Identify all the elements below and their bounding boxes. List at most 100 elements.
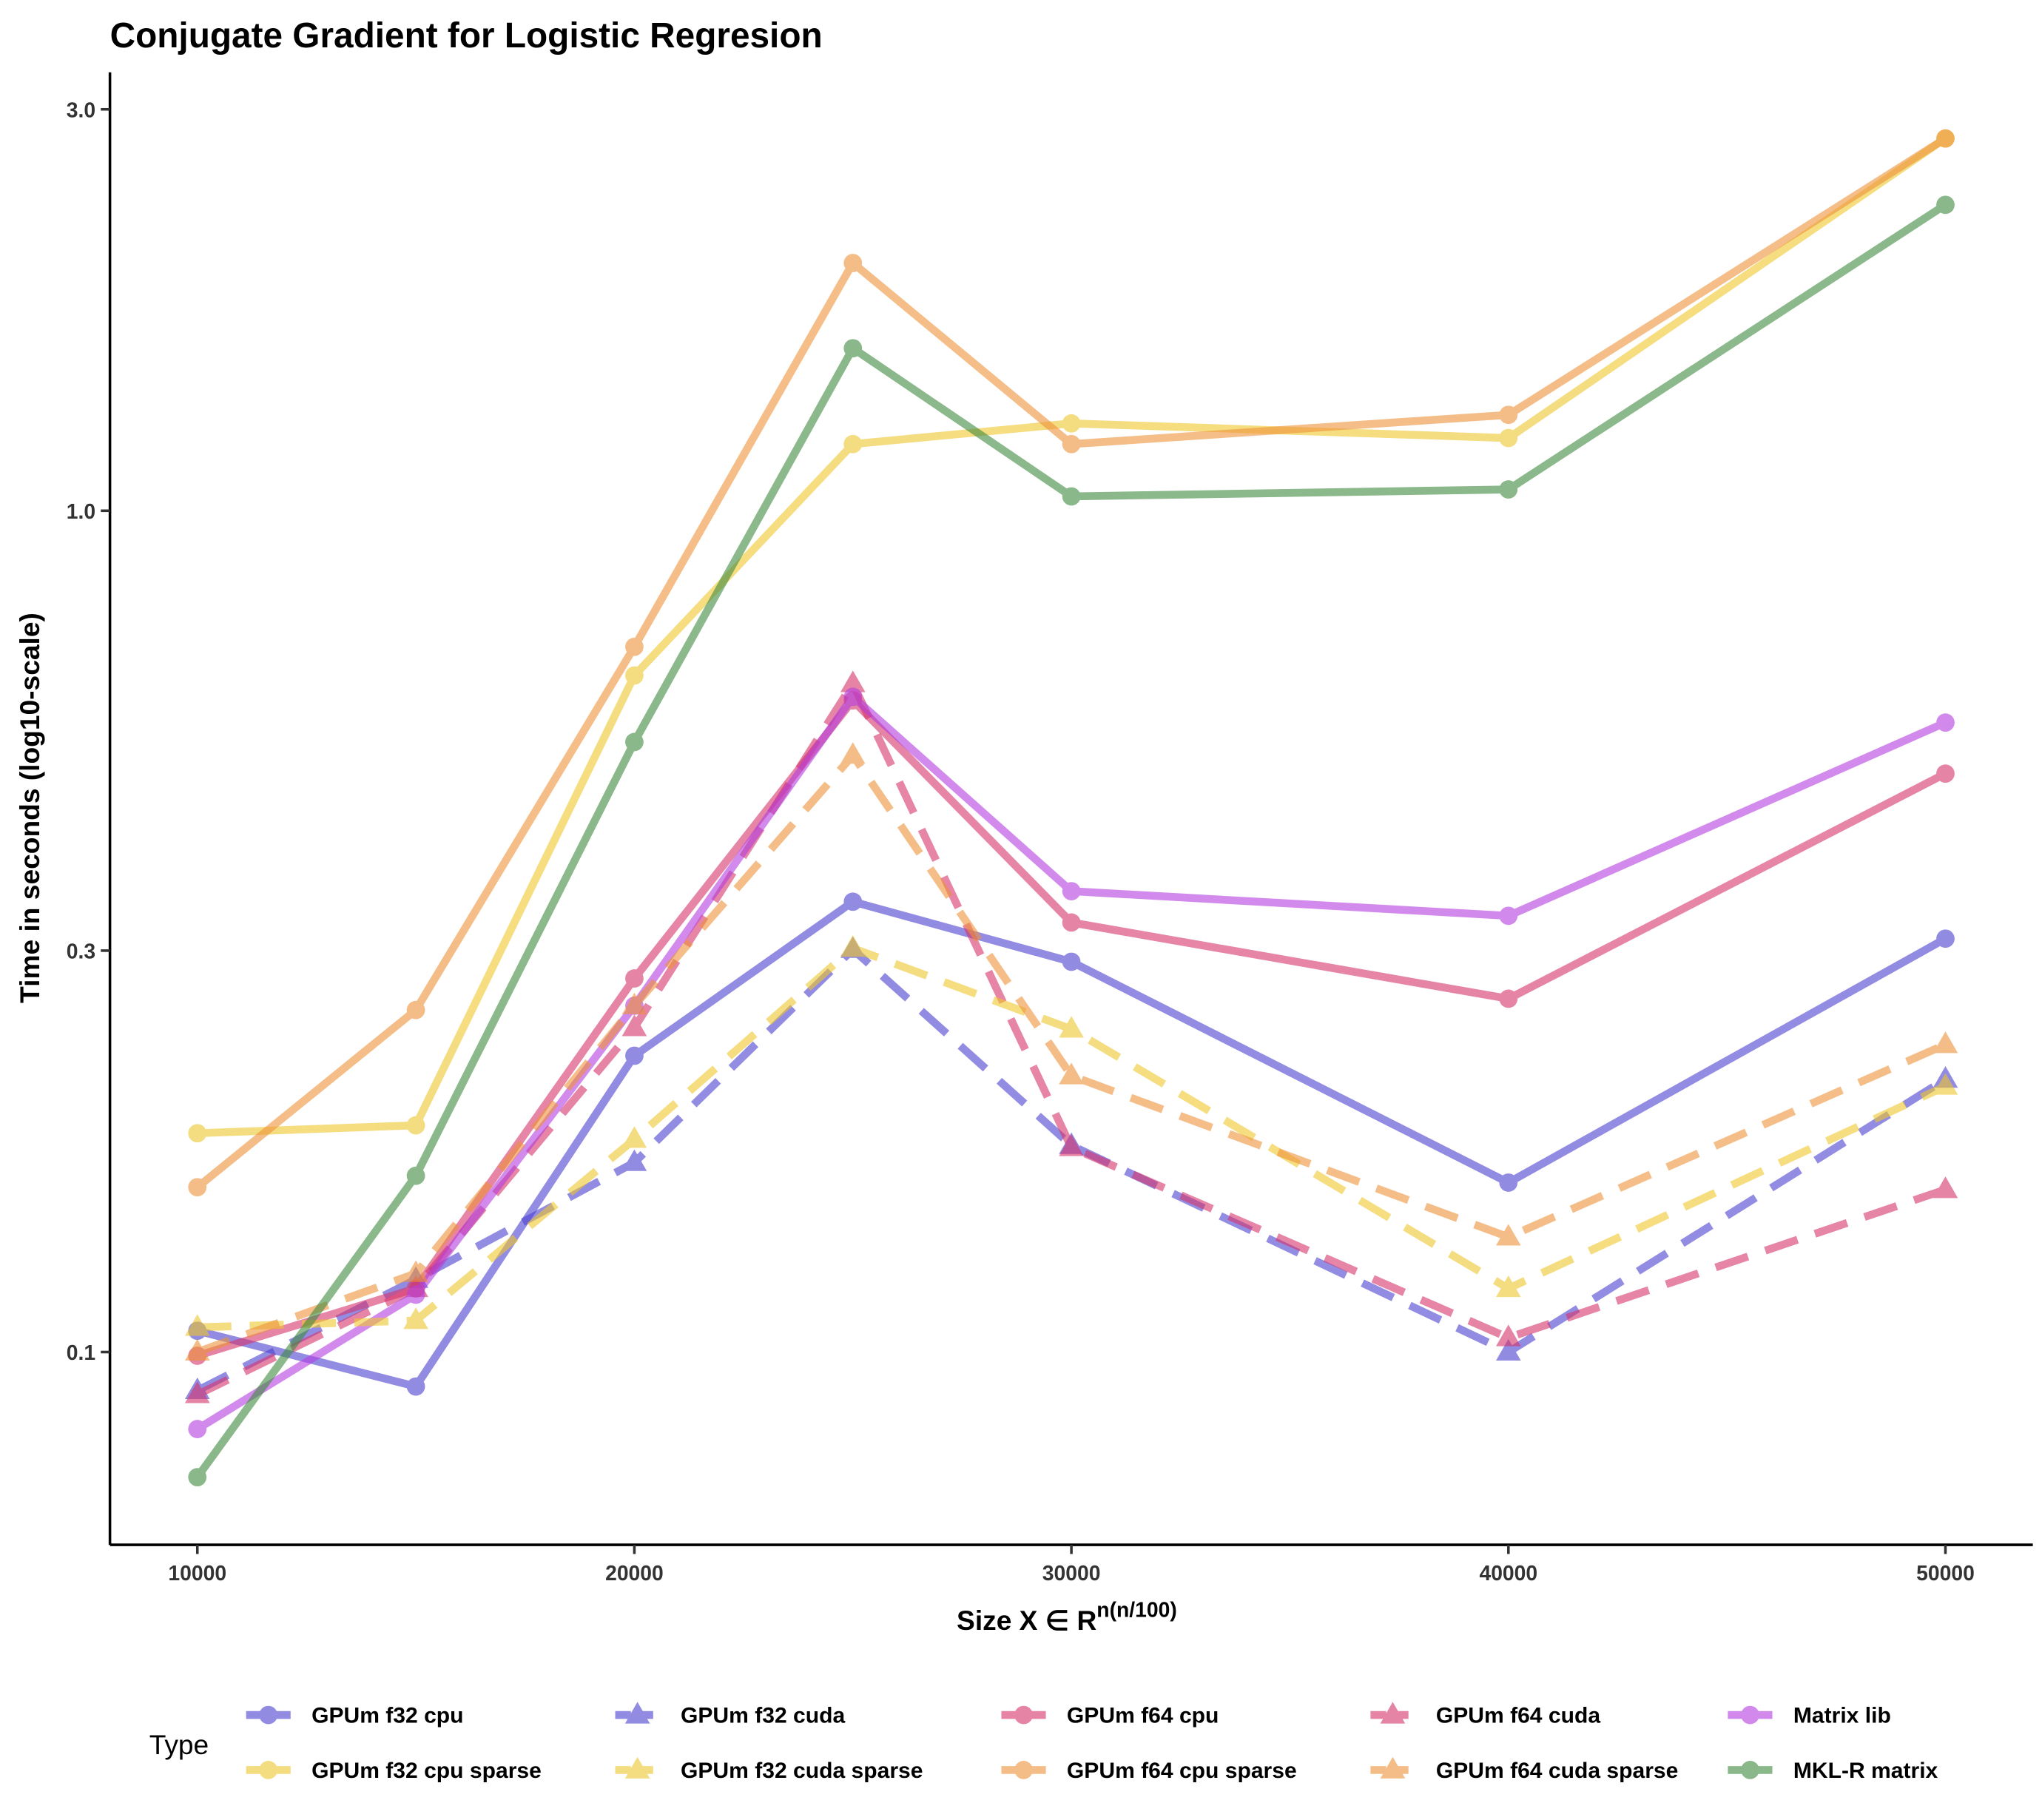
data-point (1062, 952, 1081, 971)
data-point (1499, 1173, 1518, 1192)
legend-item: MKL-R matrix (1728, 1759, 1938, 1783)
y-axis-label: Time in seconds (log10-scale) (14, 613, 45, 1003)
x-tick-label: 50000 (1916, 1561, 1975, 1585)
data-point (1933, 1031, 1958, 1054)
data-point (621, 1149, 647, 1171)
legend-item: GPUm f32 cuda sparse (615, 1756, 923, 1783)
data-point (406, 1377, 425, 1396)
y-tick-label: 1.0 (67, 499, 95, 523)
data-point (1062, 414, 1081, 433)
legend-key (1001, 1761, 1046, 1779)
legend-key (246, 1705, 291, 1725)
legend-item: Matrix lib (1728, 1704, 1891, 1728)
legend-label: Matrix lib (1793, 1704, 1891, 1728)
data-point (625, 732, 644, 752)
series-gpum-f64-cpu-sparse (188, 129, 1955, 1197)
data-point (1933, 1073, 1958, 1095)
data-point (406, 1116, 425, 1135)
legend-label: GPUm f32 cuda (681, 1704, 845, 1728)
data-point (1062, 434, 1081, 454)
data-point (403, 1260, 428, 1282)
legend-item: GPUm f64 cpu sparse (1001, 1759, 1297, 1783)
legend-key (246, 1761, 291, 1779)
data-point (840, 934, 866, 957)
data-point (1499, 906, 1518, 926)
data-point (843, 339, 863, 358)
data-point (406, 1166, 425, 1185)
legend-key (1728, 1761, 1773, 1779)
legend-label: GPUm f32 cuda sparse (681, 1759, 923, 1783)
data-point (1059, 1134, 1084, 1156)
series-line (195, 749, 1947, 1356)
data-point (188, 1468, 207, 1487)
data-point (1495, 1338, 1521, 1361)
legend-label: GPUm f64 cuda (1436, 1704, 1600, 1728)
legend: Type GPUm f32 cpu GPUm f32 cuda GPUm f64 c… (149, 1702, 1938, 1783)
data-point (1062, 913, 1081, 932)
x-tick-label: 10000 (168, 1561, 226, 1585)
plot-area (184, 129, 1958, 1487)
legend-item: GPUm f32 cuda (615, 1702, 845, 1728)
data-point (843, 892, 863, 911)
legend-item: GPUm f32 cpu (246, 1704, 464, 1728)
data-point (406, 1285, 425, 1304)
data-point (1933, 1176, 1958, 1199)
data-point (843, 434, 863, 454)
series-gpum-f32-cpu-sparse (188, 129, 1955, 1143)
data-point (1495, 1324, 1521, 1347)
legend-item: GPUm f64 cuda (1370, 1702, 1600, 1728)
y-tick-label: 3.0 (67, 98, 95, 121)
legend-key (1728, 1705, 1773, 1725)
data-point (1059, 1016, 1084, 1038)
data-point (1495, 1224, 1521, 1246)
legend-item: GPUm f32 cpu sparse (246, 1759, 542, 1783)
data-point (625, 637, 644, 656)
data-point (1059, 1062, 1084, 1085)
data-point (840, 742, 866, 764)
data-point (1495, 1275, 1521, 1298)
y-ticks: 0.1 0.3 1.0 3.0 (67, 98, 110, 1364)
data-point (188, 1420, 207, 1438)
data-point (1499, 989, 1518, 1008)
data-point (403, 1307, 428, 1329)
data-point (625, 969, 644, 988)
legend-key (615, 1756, 660, 1779)
x-tick-label: 20000 (605, 1561, 664, 1585)
legend-key (1370, 1756, 1415, 1779)
x-axis-label: Size X ∈ Rn(n/100) (957, 1597, 1177, 1636)
data-point (621, 1014, 647, 1037)
series-gpum-f32-cpu (188, 892, 1955, 1396)
data-point (1499, 428, 1518, 448)
data-point (1936, 713, 1955, 732)
x-ticks: 10000 20000 30000 40000 50000 (168, 1545, 1975, 1585)
series-gpum-f64-cuda-sparse (184, 742, 1958, 1361)
x-tick-label: 40000 (1479, 1561, 1537, 1585)
data-point (621, 992, 647, 1014)
data-point (406, 1000, 425, 1019)
chart-title: Conjugate Gradient for Logistic Regresio… (110, 16, 823, 55)
data-point (843, 254, 863, 272)
y-tick-label: 0.1 (67, 1341, 95, 1364)
data-point (188, 1124, 207, 1143)
legend-label: GPUm f64 cpu sparse (1067, 1759, 1297, 1783)
data-point (1062, 882, 1081, 900)
data-point (625, 1046, 644, 1065)
data-point (1936, 195, 1955, 215)
series-line (197, 135, 1948, 1138)
x-tick-label: 30000 (1042, 1561, 1101, 1585)
legend-label: GPUm f64 cuda sparse (1436, 1759, 1679, 1783)
data-point (184, 1338, 210, 1361)
data-point (1936, 764, 1955, 783)
legend-key (615, 1702, 660, 1724)
data-point (184, 1381, 210, 1403)
legend-key (1001, 1705, 1046, 1725)
series-mkl-r-matrix (188, 195, 1955, 1487)
legend-key (1370, 1702, 1415, 1724)
data-point (625, 666, 644, 685)
y-tick-label: 0.3 (67, 940, 95, 963)
data-point (1499, 480, 1518, 499)
legend-item: GPUm f64 cuda sparse (1370, 1756, 1679, 1783)
legend-item: GPUm f64 cpu (1001, 1704, 1219, 1728)
series-gpum-f32-cuda-sparse (184, 934, 1958, 1336)
